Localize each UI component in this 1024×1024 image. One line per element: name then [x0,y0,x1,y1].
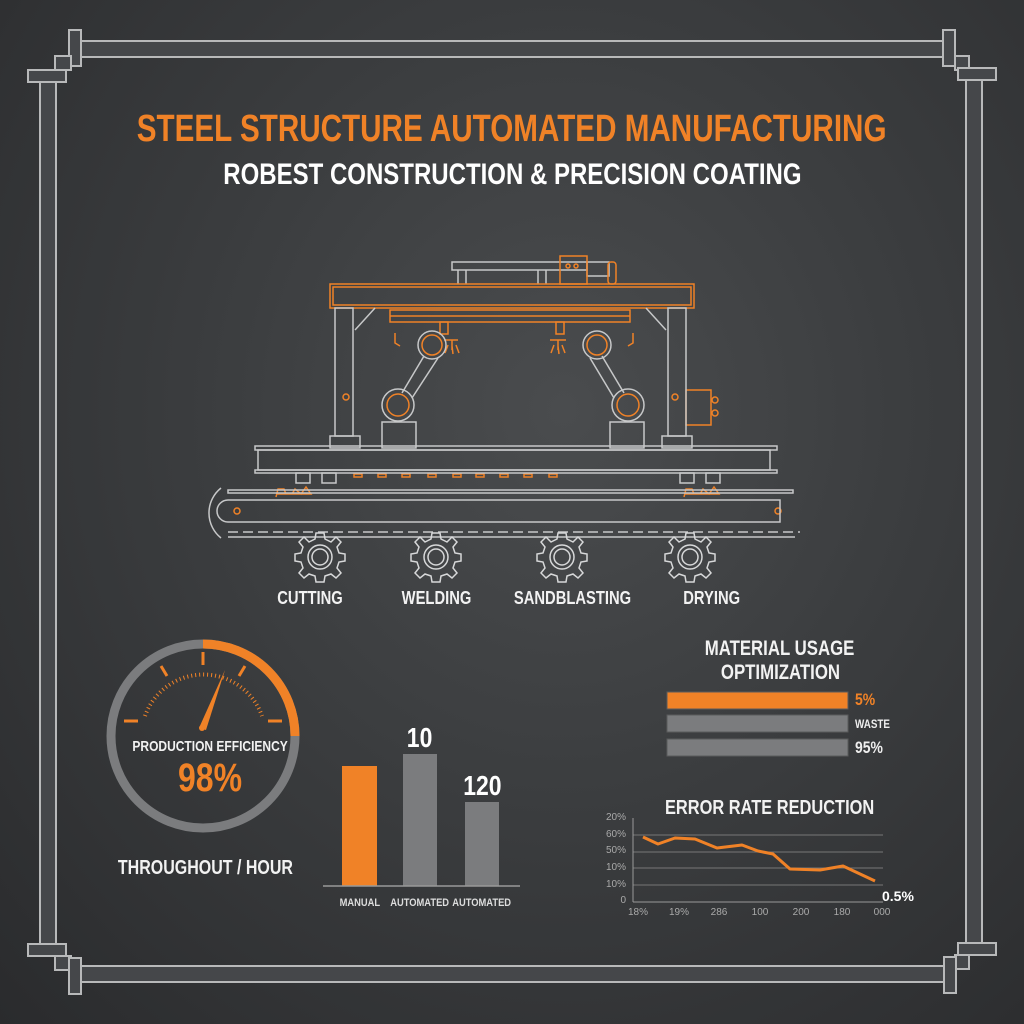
y-tick: 0 [620,895,626,906]
x-tick: 19% [668,907,689,918]
material-bars [666,691,849,757]
x-tick: 286 [710,907,728,918]
bar-category-manual: MANUAL [339,897,381,909]
throughput-bar-chart [323,754,520,887]
page-title: STEEL STRUCTURE AUTOMATED MANUFACTURING [137,108,887,150]
y-tick: 50% [605,845,626,856]
material-label-5pct: 5% [855,690,876,709]
gauge-ticks [124,652,282,723]
material-label-95pct: 95% [855,738,883,757]
page-subtitle: ROBEST CONSTRUCTION & PRECISION COATING [222,158,802,191]
gear-icon-cutting [294,532,346,583]
stage-label-welding: WELDING [401,588,471,608]
gear-icon-welding [410,532,462,583]
material-label-waste: WASTE [855,717,890,731]
gauge-value: 98% [177,756,243,800]
x-tick: 18% [627,907,648,918]
y-tick: 20% [605,812,626,823]
y-tick: 10% [605,862,626,873]
gantry-machine-icon [208,255,800,539]
error-chart-title: ERROR RATE REDUCTION [665,797,875,819]
bar-category-automated-2: AUTOMATED [452,897,512,909]
stage-label-sandblasting: SANDBLASTING [513,588,631,608]
throughput-label: THROUGHOUT / HOUR [117,857,293,879]
gauge-label: PRODUCTION EFFICIENCY [132,738,288,755]
bar-category-automated-1: AUTOMATED [390,897,450,909]
bar-value-automated-1: 10 [407,722,433,753]
gear-icon-sandblasting [536,532,588,583]
gear-icon-drying [664,532,716,583]
material-title: MATERIAL USAGE OPTIMIZATION [705,637,855,684]
x-tick: 180 [833,907,851,918]
efficiency-gauge [106,639,300,833]
gear-icons [294,532,716,583]
stage-label-cutting: CUTTING [277,588,343,608]
error-line-chart [632,818,883,903]
bar-value-automated-2: 120 [462,770,502,801]
x-tick: 000 [873,907,891,918]
gauge-needle [199,670,225,730]
stage-label-drying: DRYING [683,588,741,608]
y-tick: 10% [605,879,626,890]
x-tick: 100 [751,907,769,918]
steel-frame [27,29,997,995]
error-end-label: 0.5% [882,888,914,904]
y-tick: 60% [605,829,626,840]
x-tick: 200 [792,907,810,918]
